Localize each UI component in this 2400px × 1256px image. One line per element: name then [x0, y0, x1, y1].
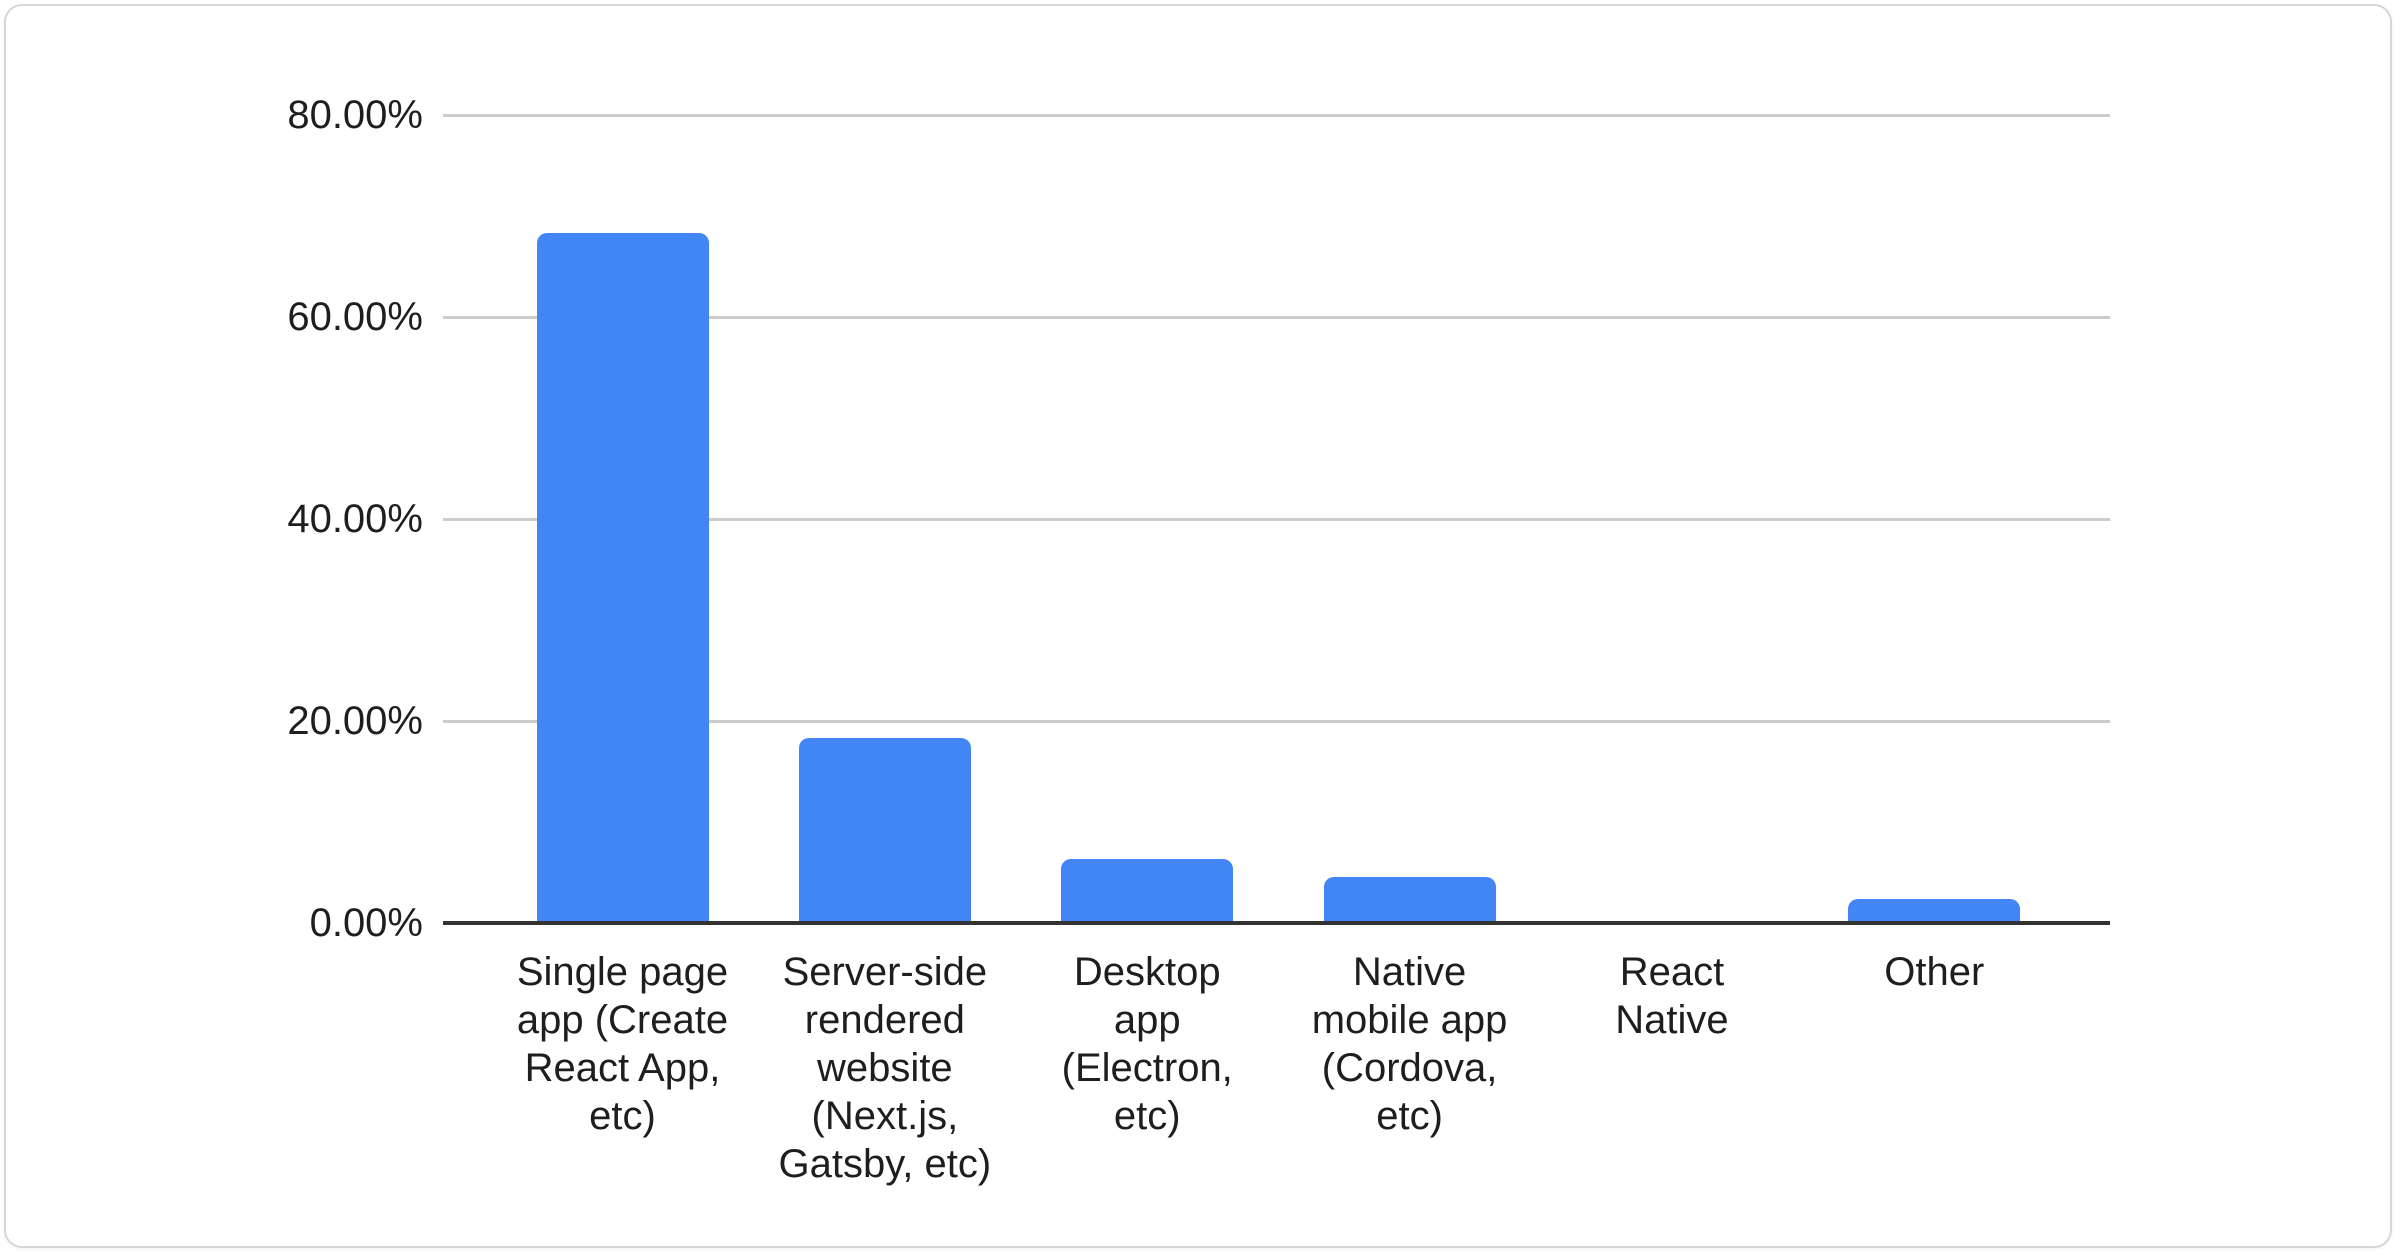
y-axis-tick-label: 40.00%	[287, 497, 423, 541]
bar	[1323, 876, 1496, 923]
y-axis-tick-label: 60.00%	[287, 295, 423, 339]
gridline-80	[443, 113, 2110, 117]
bar	[1061, 859, 1234, 923]
bar	[798, 738, 971, 923]
x-axis-category-label: Native mobile app (Cordova, etc)	[1311, 950, 1508, 1138]
y-axis-tick-label: 0.00%	[309, 901, 423, 945]
x-axis-category-label: Single page app (Create React App, etc)	[516, 950, 729, 1138]
gridline-60	[443, 315, 2110, 319]
chart-card	[4, 4, 2392, 1248]
bar	[536, 233, 709, 923]
y-axis-tick-label: 20.00%	[287, 699, 423, 743]
x-axis-category-label: Other	[1884, 950, 1985, 994]
bar	[1848, 898, 2021, 923]
gridline-40	[443, 517, 2110, 521]
x-axis-category-label: React Native	[1615, 950, 1729, 1042]
gridline-20	[443, 719, 2110, 723]
y-axis-tick-label: 80.00%	[287, 93, 423, 137]
x-axis-line	[443, 921, 2110, 925]
x-axis-category-label: Desktop app (Electron, etc)	[1061, 950, 1233, 1138]
x-axis-category-label: Server-side rendered website (Next.js, G…	[778, 950, 992, 1186]
